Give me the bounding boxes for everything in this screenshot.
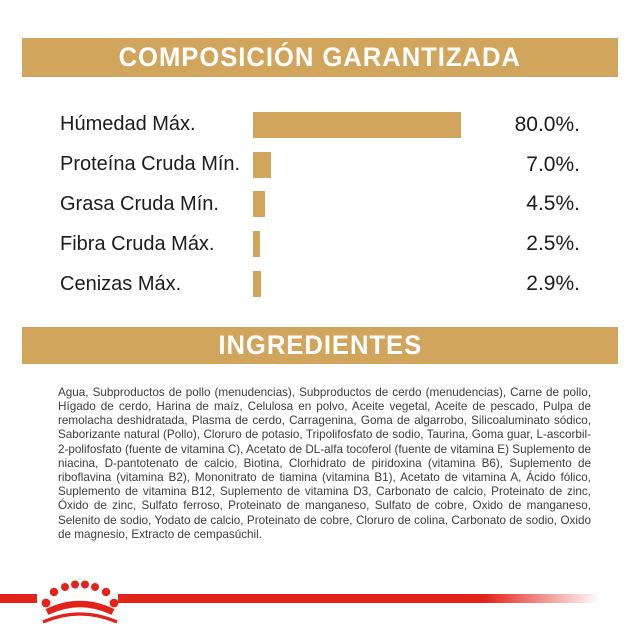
nutrient-label: Grasa Cruda Mín. (60, 192, 219, 215)
nutrient-label: Cenizas Máx. (60, 272, 182, 295)
bar (253, 231, 260, 258)
bar (253, 191, 265, 218)
footer-red-bar-left (0, 594, 37, 603)
composition-chart: Húmedad Máx. 80.0%. Proteína Cruda Mín. … (0, 105, 640, 304)
nutrient-label: Húmedad Máx. (60, 113, 196, 136)
bar (253, 151, 272, 178)
bar-track (253, 151, 490, 178)
nutrient-value: 7.0%. (526, 152, 580, 176)
bar-track (253, 191, 490, 218)
nutrient-label: Proteína Cruda Mín. (60, 153, 241, 176)
nutrient-value: 4.5%. (526, 192, 580, 216)
bar-track (253, 271, 490, 298)
composition-section-header: COMPOSICIÓN GARANTIZADA (22, 38, 618, 77)
ingredients-text: Agua, Subproductos de pollo (menudencias… (58, 385, 591, 541)
ingredients-section-header: INGREDIENTES (22, 327, 618, 364)
ingredients-title: INGREDIENTES (218, 330, 422, 360)
nutrient-value: 2.5%. (526, 232, 580, 256)
royal-canin-crown-icon (41, 580, 119, 624)
nutrient-value: 80.0%. (514, 112, 580, 136)
table-row: Húmedad Máx. 80.0%. (0, 105, 640, 145)
table-row: Fibra Cruda Máx. 2.5%. (0, 224, 640, 264)
composition-title: COMPOSICIÓN GARANTIZADA (118, 42, 522, 72)
table-row: Grasa Cruda Mín. 4.5%. (0, 185, 640, 225)
nutrient-label: Fibra Cruda Máx. (60, 232, 215, 255)
bar (253, 111, 461, 138)
nutrient-value: 2.9%. (526, 272, 580, 296)
table-row: Proteína Cruda Mín. 7.0%. (0, 145, 640, 185)
bar (253, 271, 261, 298)
bar-track (253, 231, 490, 258)
footer-red-bar-right (118, 594, 600, 603)
table-row: Cenizas Máx. 2.9%. (0, 264, 640, 304)
bar-track (253, 111, 490, 138)
